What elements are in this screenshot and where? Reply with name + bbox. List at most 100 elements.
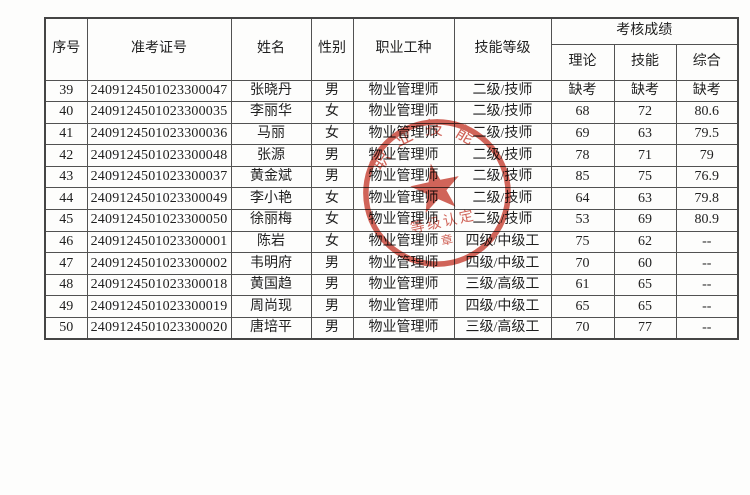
cell-occupation: 物业管理师 (352, 252, 455, 275)
cell-exam-no: 2409124501023300018 (86, 273, 232, 297)
cell-composite: 80.9 (675, 209, 739, 232)
cell-skill: 60 (613, 252, 677, 275)
table-row: 41 2409124501023300036 马丽 女 物业管理师 二级/技师 … (44, 122, 739, 146)
table-row: 40 2409124501023300035 李丽华 女 物业管理师 二级/技师… (44, 101, 739, 124)
header-name: 姓名 (230, 17, 312, 81)
cell-seq: 48 (44, 273, 88, 297)
cell-occupation: 物业管理师 (352, 79, 455, 103)
cell-composite: -- (675, 252, 739, 275)
cell-occupation: 物业管理师 (352, 122, 455, 146)
cell-seq: 49 (44, 295, 88, 319)
header-exam-no: 准考证号 (86, 17, 232, 81)
cell-gender: 男 (310, 295, 354, 319)
header-composite: 综合 (675, 43, 739, 81)
cell-seq: 39 (44, 79, 88, 103)
cell-seq: 45 (44, 209, 88, 232)
cell-theory: 53 (550, 209, 615, 232)
cell-occupation: 物业管理师 (352, 273, 455, 297)
cell-gender: 女 (310, 230, 354, 254)
cell-skill: 72 (613, 101, 677, 124)
cell-skill-level: 二级/技师 (453, 122, 552, 146)
cell-gender: 男 (310, 273, 354, 297)
cell-skill-level: 二级/技师 (453, 144, 552, 167)
cell-gender: 男 (310, 165, 354, 189)
table-row: 44 2409124501023300049 李小艳 女 物业管理师 二级/技师… (44, 187, 739, 211)
header-occupation: 职业工种 (352, 17, 455, 81)
header-seq: 序号 (44, 17, 88, 81)
cell-name: 韦明府 (230, 252, 312, 275)
cell-seq: 43 (44, 165, 88, 189)
header-skill: 技能 (613, 43, 677, 81)
cell-name: 张晓丹 (230, 79, 312, 103)
cell-skill: 63 (613, 122, 677, 146)
table-row: 48 2409124501023300018 黄国趋 男 物业管理师 三级/高级… (44, 273, 739, 297)
cell-occupation: 物业管理师 (352, 317, 455, 340)
cell-seq: 46 (44, 230, 88, 254)
cell-composite: -- (675, 295, 739, 319)
cell-gender: 男 (310, 144, 354, 167)
cell-exam-no: 2409124501023300002 (86, 252, 232, 275)
cell-theory: 85 (550, 165, 615, 189)
cell-name: 马丽 (230, 122, 312, 146)
table-body: 39 2409124501023300047 张晓丹 男 物业管理师 二级/技师… (44, 79, 739, 340)
cell-skill-level: 三级/高级工 (453, 317, 552, 340)
cell-exam-no: 2409124501023300035 (86, 101, 232, 124)
cell-gender: 男 (310, 317, 354, 340)
table-row: 45 2409124501023300050 徐丽梅 女 物业管理师 二级/技师… (44, 209, 739, 232)
cell-skill-level: 二级/技师 (453, 101, 552, 124)
cell-name: 黄金斌 (230, 165, 312, 189)
table-row: 39 2409124501023300047 张晓丹 男 物业管理师 二级/技师… (44, 79, 739, 103)
cell-composite: -- (675, 230, 739, 254)
cell-theory: 64 (550, 187, 615, 211)
cell-theory: 75 (550, 230, 615, 254)
cell-name: 张源 (230, 144, 312, 167)
cell-name: 徐丽梅 (230, 209, 312, 232)
header-skill-level: 技能等级 (453, 17, 552, 81)
cell-composite: -- (675, 317, 739, 340)
cell-skill: 65 (613, 295, 677, 319)
cell-exam-no: 2409124501023300020 (86, 317, 232, 340)
cell-skill-level: 四级/中级工 (453, 230, 552, 254)
cell-theory: 61 (550, 273, 615, 297)
cell-seq: 50 (44, 317, 88, 340)
cell-composite: 79 (675, 144, 739, 167)
cell-theory: 70 (550, 317, 615, 340)
cell-composite: 79.5 (675, 122, 739, 146)
table-row: 46 2409124501023300001 陈岩 女 物业管理师 四级/中级工… (44, 230, 739, 254)
cell-seq: 42 (44, 144, 88, 167)
cell-name: 陈岩 (230, 230, 312, 254)
cell-skill-level: 四级/中级工 (453, 295, 552, 319)
cell-theory: 70 (550, 252, 615, 275)
cell-name: 周尚现 (230, 295, 312, 319)
table-row: 50 2409124501023300020 唐培平 男 物业管理师 三级/高级… (44, 317, 739, 340)
cell-skill-level: 三级/高级工 (453, 273, 552, 297)
cell-composite: -- (675, 273, 739, 297)
cell-name: 李丽华 (230, 101, 312, 124)
cell-seq: 47 (44, 252, 88, 275)
cell-name: 唐培平 (230, 317, 312, 340)
cell-composite: 76.9 (675, 165, 739, 189)
cell-exam-no: 2409124501023300019 (86, 295, 232, 319)
header-scores-group: 考核成绩 (550, 17, 739, 45)
cell-occupation: 物业管理师 (352, 209, 455, 232)
cell-occupation: 物业管理师 (352, 144, 455, 167)
cell-skill-level: 二级/技师 (453, 209, 552, 232)
cell-theory: 65 (550, 295, 615, 319)
cell-occupation: 物业管理师 (352, 295, 455, 319)
header-theory: 理论 (550, 43, 615, 81)
cell-skill-level: 二级/技师 (453, 79, 552, 103)
cell-skill-level: 二级/技师 (453, 187, 552, 211)
cell-skill: 71 (613, 144, 677, 167)
cell-occupation: 物业管理师 (352, 187, 455, 211)
score-table: 序号 准考证号 姓名 性别 职业工种 技能等级 考核成绩 理论 技能 综合 39… (44, 17, 740, 341)
cell-skill-level: 二级/技师 (453, 165, 552, 189)
cell-composite: 80.6 (675, 101, 739, 124)
cell-gender: 女 (310, 122, 354, 146)
cell-exam-no: 2409124501023300050 (86, 209, 232, 232)
cell-skill: 缺考 (613, 79, 677, 103)
cell-skill: 62 (613, 230, 677, 254)
cell-occupation: 物业管理师 (352, 101, 455, 124)
cell-gender: 女 (310, 101, 354, 124)
cell-name: 李小艳 (230, 187, 312, 211)
